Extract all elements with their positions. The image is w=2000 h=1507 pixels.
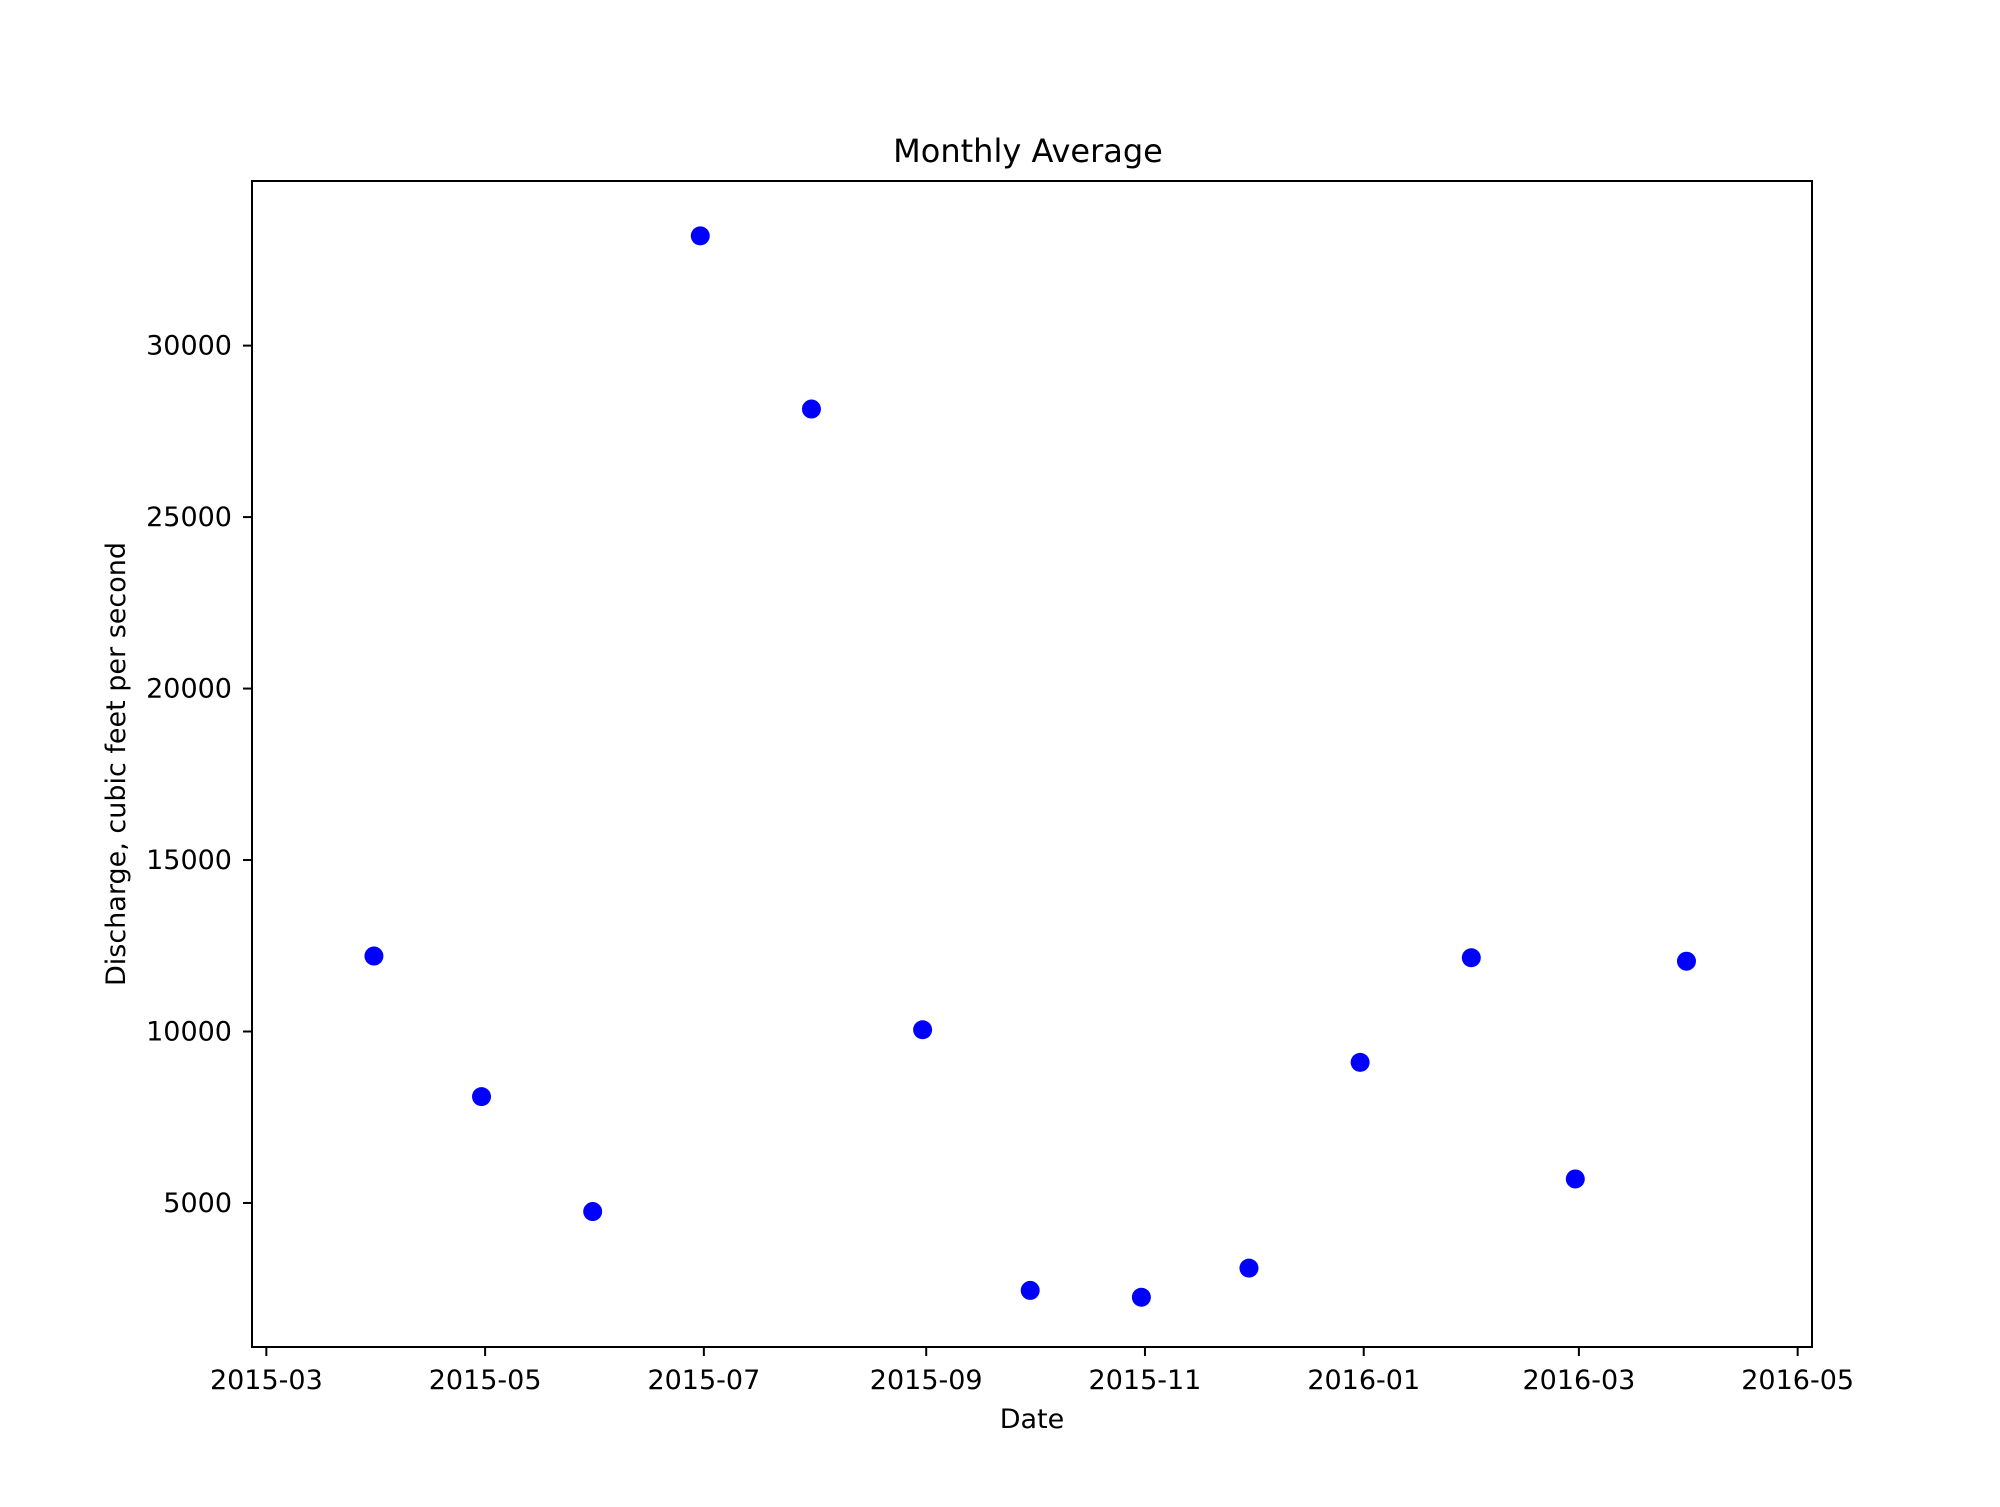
x-tick-label: 2015-03 — [210, 1365, 323, 1396]
x-tick-label: 2015-11 — [1089, 1365, 1202, 1396]
x-axis-label: Date — [1000, 1404, 1065, 1435]
y-tick-label: 5000 — [163, 1188, 232, 1219]
y-tick-label: 20000 — [146, 674, 232, 705]
data-point — [583, 1202, 603, 1222]
data-point — [1350, 1052, 1370, 1072]
data-point — [801, 399, 821, 419]
x-tick-label: 2015-05 — [429, 1365, 542, 1396]
y-tick-label: 10000 — [146, 1016, 232, 1047]
x-tick-label: 2015-07 — [647, 1365, 760, 1396]
data-point — [1461, 948, 1481, 968]
data-point — [1239, 1258, 1259, 1278]
data-point — [1020, 1280, 1040, 1300]
data-point — [913, 1020, 933, 1040]
y-tick-label: 15000 — [146, 845, 232, 876]
data-point — [1676, 951, 1696, 971]
chart-title: Monthly Average — [893, 132, 1163, 170]
axis-ticks: 2015-03 2015-05 2015-07 2015-09 2015-11 2016-… — [146, 331, 1854, 1396]
data-points — [364, 226, 1696, 1307]
data-point — [1565, 1169, 1585, 1189]
data-point — [364, 946, 384, 966]
data-point — [690, 226, 710, 246]
y-axis-label: Discharge, cubic feet per second — [101, 542, 132, 986]
plot-area-frame — [251, 180, 1813, 1348]
x-tick-label: 2015-09 — [870, 1365, 983, 1396]
data-point — [472, 1087, 492, 1107]
x-tick-label: 2016-01 — [1307, 1365, 1420, 1396]
data-point — [1131, 1287, 1151, 1307]
y-tick-label: 30000 — [146, 331, 232, 362]
y-tick-label: 25000 — [146, 502, 232, 533]
x-tick-label: 2016-03 — [1522, 1365, 1635, 1396]
x-tick-label: 2016-05 — [1741, 1365, 1854, 1396]
